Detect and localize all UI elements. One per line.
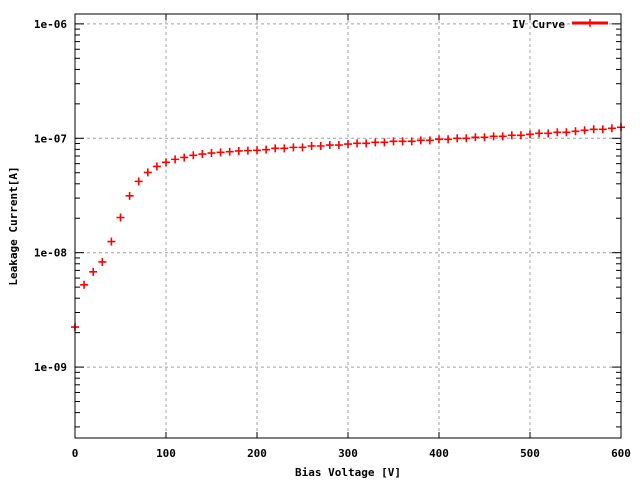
- data-point: [444, 135, 453, 144]
- data-point: [198, 150, 207, 159]
- data-point: [298, 143, 307, 152]
- data-point: [507, 131, 516, 140]
- x-tick-label: 500: [520, 447, 540, 460]
- data-point: [580, 126, 589, 135]
- data-point: [544, 129, 553, 138]
- data-point: [416, 136, 425, 145]
- data-point: [498, 132, 507, 141]
- data-point: [325, 141, 334, 150]
- data-point: [80, 280, 89, 289]
- data-point: [125, 191, 134, 200]
- data-point: [553, 128, 562, 137]
- data-point: [171, 155, 180, 164]
- y-tick-label: 1e-09: [34, 361, 67, 374]
- data-point: [526, 130, 534, 139]
- data-point: [516, 131, 525, 140]
- x-tick-label: 100: [156, 447, 176, 460]
- data-point: [189, 151, 198, 160]
- data-point: [307, 142, 316, 151]
- x-axis-label: Bias Voltage [V]: [295, 466, 401, 479]
- data-point: [162, 158, 170, 167]
- data-point: [353, 139, 362, 148]
- data-point: [225, 147, 234, 156]
- data-point: [89, 267, 98, 276]
- data-point: [316, 142, 325, 151]
- data-point: [562, 128, 571, 137]
- data-point: [334, 141, 343, 150]
- data-point: [435, 135, 443, 144]
- data-point: [389, 137, 398, 146]
- tick-labels: 0 100 200 300 400 500 600 1e-09 1e-08 1e-07 1e-06: [34, 18, 631, 460]
- data-point: [271, 144, 280, 153]
- data-point: [371, 138, 380, 147]
- grid: [75, 14, 621, 438]
- data-point: [98, 257, 107, 266]
- data-point: [380, 138, 389, 147]
- data-point: [116, 213, 125, 222]
- x-tick-label: 200: [247, 447, 267, 460]
- x-tick-label: 600: [611, 447, 631, 460]
- data-point: [362, 139, 371, 148]
- data-point: [207, 149, 216, 158]
- data-point: [462, 134, 471, 143]
- legend: IV Curve: [512, 18, 608, 31]
- data-point: [535, 129, 544, 138]
- data-point: [571, 127, 580, 136]
- y-tick-label: 1e-08: [34, 247, 67, 260]
- data-point: [398, 137, 407, 146]
- data-point: [107, 237, 116, 246]
- data-point: [253, 146, 261, 155]
- data-points: [71, 123, 625, 332]
- data-point: [180, 153, 189, 162]
- data-point: [216, 148, 225, 157]
- legend-label: IV Curve: [512, 18, 565, 31]
- data-point: [280, 144, 289, 153]
- data-point: [598, 125, 607, 134]
- legend-marker: [586, 19, 594, 27]
- y-tick-label: 1e-07: [34, 132, 67, 145]
- data-point: [143, 168, 152, 177]
- y-tick-label: 1e-06: [34, 18, 67, 31]
- data-point: [407, 137, 416, 146]
- data-point: [425, 136, 434, 145]
- y-axis-label: Leakage Current[A]: [7, 166, 20, 285]
- x-tick-label: 400: [429, 447, 449, 460]
- x-tick-label: 0: [72, 447, 79, 460]
- x-tick-label: 300: [338, 447, 358, 460]
- data-point: [589, 125, 598, 134]
- data-point: [234, 146, 243, 155]
- data-point: [243, 146, 252, 155]
- data-point: [480, 133, 489, 142]
- data-point: [152, 162, 161, 171]
- data-point: [262, 145, 271, 154]
- plot-frame: [74, 13, 622, 439]
- data-point: [344, 140, 352, 149]
- data-point: [607, 124, 616, 133]
- data-point: [489, 132, 498, 141]
- data-point: [471, 133, 480, 142]
- data-point: [134, 177, 143, 186]
- data-point: [453, 134, 462, 143]
- data-point: [289, 143, 298, 152]
